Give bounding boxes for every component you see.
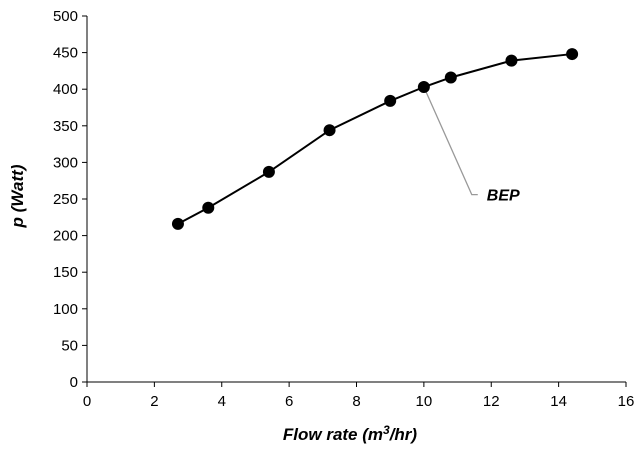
- y-tick-label: 400: [53, 81, 78, 98]
- y-tick-label: 100: [53, 301, 78, 318]
- y-tick-label: 50: [61, 337, 78, 354]
- x-tick-label: 12: [483, 393, 500, 410]
- x-tick-label: 16: [618, 393, 635, 410]
- plot-axes: [82, 15, 627, 387]
- y-tick-label: 300: [53, 154, 78, 171]
- x-axis-title-tail: /hr): [389, 425, 418, 444]
- x-tick-label: 10: [416, 393, 433, 410]
- x-tick-label: 2: [150, 393, 158, 410]
- x-tick-label: 6: [285, 393, 293, 410]
- data-point: [566, 48, 579, 61]
- y-tick-label: 200: [53, 228, 78, 245]
- x-axis-title: Flow rate (m3/hr): [283, 423, 418, 444]
- bep-leader-line: [423, 86, 478, 196]
- data-point: [444, 71, 457, 84]
- bep-leader-line-group: [423, 86, 478, 196]
- y-axis-title: p (Watt): [8, 164, 27, 228]
- data-point: [505, 54, 518, 67]
- markers-group: [171, 48, 579, 230]
- x-tick-label: 0: [83, 393, 91, 410]
- x-axis-title-superscript: 3: [383, 423, 390, 437]
- x-tick-label: 14: [550, 393, 567, 410]
- bep-annotation: BEP: [487, 188, 520, 205]
- x-tick-label: 8: [352, 393, 360, 410]
- y-tick-label: 150: [53, 264, 78, 281]
- data-point: [202, 201, 215, 214]
- data-point: [417, 81, 430, 94]
- y-tick-label: 0: [70, 374, 78, 391]
- data-point: [171, 217, 184, 230]
- y-tick-label: 500: [53, 8, 78, 25]
- y-tick-label: 350: [53, 118, 78, 135]
- y-tick-label: 250: [53, 191, 78, 208]
- data-point: [384, 94, 397, 107]
- data-point: [262, 165, 275, 178]
- x-axis-title-main: Flow rate (m: [283, 425, 383, 444]
- y-tick-label: 450: [53, 45, 78, 62]
- y-tick-labels: 0 50 100 150 200 250 300 350 400 450 500: [53, 8, 78, 391]
- x-tick-labels: 0 2 4 6 8 10 12 14 16: [83, 393, 635, 410]
- data-point: [323, 124, 336, 137]
- x-tick-label: 4: [218, 393, 226, 410]
